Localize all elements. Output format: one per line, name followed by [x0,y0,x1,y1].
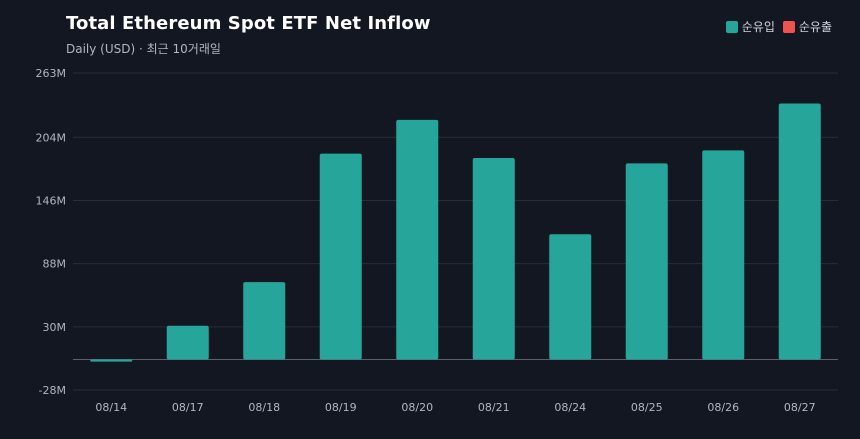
bar-08-26[interactable] [702,150,745,360]
chart-title: Total Ethereum Spot ETF Net Inflow [66,13,431,34]
x-tick-label: 08/26 [707,401,739,414]
legend-label-outflow: 순유출 [798,20,832,34]
x-tick-label: 08/14 [95,401,127,414]
x-tick-label: 08/27 [784,401,816,414]
x-tick-label: 08/18 [248,401,280,414]
y-tick-label: 146M [36,194,67,207]
y-tick-label: 204M [36,131,67,144]
y-tick-label: 263M [36,67,67,80]
bars [90,103,821,362]
legend-item-outflow[interactable]: 순유출 [782,18,832,35]
y-tick-label: 88M [43,258,67,271]
x-tick-label: 08/25 [631,401,663,414]
bar-08-18[interactable] [243,282,286,360]
legend-swatch-outflow [782,20,795,33]
bar-08-14[interactable] [90,359,133,362]
bar-08-19[interactable] [319,153,362,360]
x-tick-label: 08/21 [478,401,510,414]
bar-08-24[interactable] [549,234,592,360]
x-tick-label: 08/24 [554,401,586,414]
x-tick-label: 08/17 [172,401,204,414]
y-axis-ticks: 263M 204M 146M 88M 30M -28M [36,67,67,397]
y-tick-label: 30M [43,321,67,334]
legend-label-inflow: 순유입 [741,20,775,34]
legend-swatch-inflow [725,20,738,33]
chart-legend: 순유입 순유출 [725,18,832,35]
bar-08-17[interactable] [166,325,209,360]
x-tick-label: 08/19 [325,401,357,414]
bar-08-21[interactable] [472,157,515,360]
y-tick-label: -28M [39,384,66,397]
chart-subtitle: Daily (USD) · 최근 10거래일 [66,42,221,56]
bar-08-27[interactable] [778,103,821,360]
bar-08-25[interactable] [625,163,668,360]
x-axis-ticks: 08/14 08/17 08/18 08/19 08/20 08/21 08/24 08/25… [95,401,815,414]
legend-item-inflow[interactable]: 순유입 [725,18,775,35]
x-tick-label: 08/20 [401,401,433,414]
bar-08-20[interactable] [396,119,439,360]
